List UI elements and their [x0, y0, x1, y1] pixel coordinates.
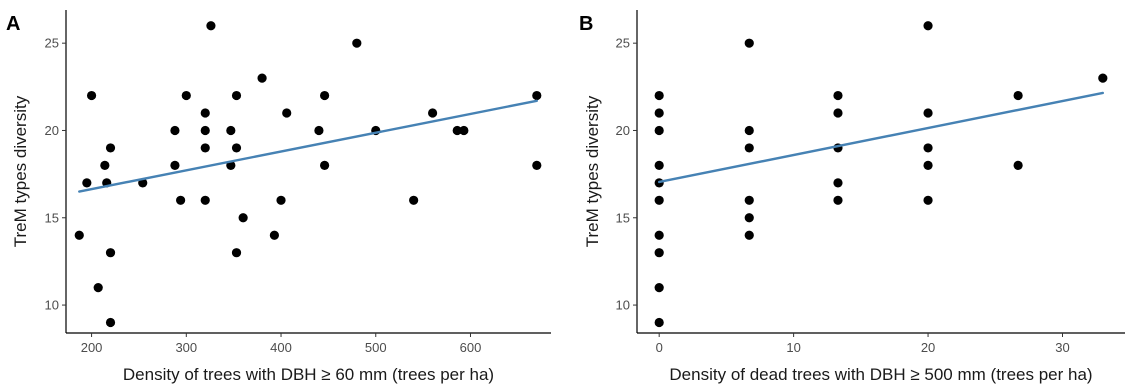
data-point: [105, 248, 116, 258]
y-axis-title: TreM types diversity: [11, 95, 30, 247]
data-point: [320, 90, 330, 101]
data-point: [170, 125, 180, 136]
panel-label: B: [579, 13, 593, 35]
data-point: [86, 90, 97, 101]
data-point: [833, 90, 843, 101]
data-point: [452, 125, 462, 136]
data-point: [532, 160, 542, 170]
data-point: [320, 160, 330, 170]
x-tick-label: 600: [460, 340, 482, 355]
y-tick-label: 20: [616, 123, 630, 138]
y-tick-label: 10: [616, 298, 630, 313]
data-point: [231, 90, 242, 101]
data-point: [833, 108, 843, 118]
data-point: [93, 283, 103, 293]
x-tick-label: 400: [270, 340, 292, 355]
y-tick-label: 15: [616, 210, 630, 225]
trend-line: [78, 99, 538, 193]
data-point: [200, 195, 210, 205]
data-point: [170, 160, 180, 170]
data-point: [654, 90, 664, 101]
data-point: [200, 143, 210, 153]
y-tick-label: 15: [45, 210, 59, 225]
data-point: [1013, 90, 1023, 101]
data-point: [269, 230, 279, 240]
data-point: [654, 125, 664, 136]
x-tick-label: 20: [921, 340, 935, 355]
data-point: [744, 38, 754, 48]
data-point: [654, 317, 664, 328]
x-axis-title: Density of trees with DBH ≥ 60 mm (trees…: [123, 365, 494, 384]
data-point: [923, 108, 933, 118]
data-point: [654, 108, 664, 118]
data-point: [744, 143, 754, 153]
data-point: [352, 38, 362, 48]
panel-a: 10 15 20 25 200 300 400 500 600 Density of trees …: [6, 10, 551, 384]
data-point: [176, 195, 186, 205]
data-point: [314, 125, 324, 136]
y-tick-label: 25: [616, 36, 630, 51]
panel-label: A: [6, 13, 20, 35]
data-point: [276, 195, 286, 205]
data-point: [923, 195, 933, 205]
x-tick-label: 0: [656, 340, 663, 355]
data-point: [200, 108, 210, 118]
data-point: [654, 195, 664, 205]
data-point: [654, 283, 664, 293]
x-tick-label: 200: [81, 340, 103, 355]
x-tick-label: 300: [175, 340, 197, 355]
data-point: [744, 125, 754, 136]
data-point: [100, 160, 110, 170]
x-tick-label: 10: [786, 340, 800, 355]
data-point: [231, 143, 242, 153]
data-point: [226, 125, 236, 136]
data-point: [200, 125, 210, 136]
data-point: [74, 230, 84, 240]
data-point: [105, 143, 116, 153]
data-point: [105, 317, 116, 328]
x-tick-label: 500: [365, 340, 387, 355]
data-point: [744, 195, 754, 205]
data-point: [833, 195, 843, 205]
data-point: [532, 90, 542, 101]
data-point: [206, 21, 216, 31]
data-point: [427, 108, 438, 118]
panel-b: 10 15 20 25 0 10 20 30 Density of dead trees wit…: [579, 10, 1125, 384]
data-point: [231, 248, 242, 258]
data-point: [654, 160, 664, 170]
data-point: [654, 230, 664, 240]
data-point: [238, 213, 248, 223]
data-point: [82, 178, 92, 188]
trend-line: [657, 91, 1105, 184]
data-point: [459, 125, 469, 136]
data-point: [744, 230, 754, 240]
data-point: [1013, 160, 1023, 170]
y-tick-label: 20: [45, 123, 59, 138]
data-point: [282, 108, 292, 118]
y-axis-title: TreM types diversity: [583, 95, 602, 247]
data-point: [744, 213, 754, 223]
data-point: [257, 73, 267, 83]
data-point: [654, 248, 664, 258]
x-axis-title: Density of dead trees with DBH ≥ 500 mm …: [669, 365, 1092, 384]
data-point: [181, 90, 191, 101]
data-point: [923, 21, 933, 31]
data-point: [833, 178, 843, 188]
data-point: [409, 195, 419, 205]
data-point: [923, 143, 933, 153]
y-tick-label: 10: [45, 298, 59, 313]
data-point: [1098, 73, 1108, 83]
y-tick-label: 25: [45, 36, 59, 51]
data-point: [923, 160, 933, 170]
x-tick-label: 30: [1055, 340, 1069, 355]
